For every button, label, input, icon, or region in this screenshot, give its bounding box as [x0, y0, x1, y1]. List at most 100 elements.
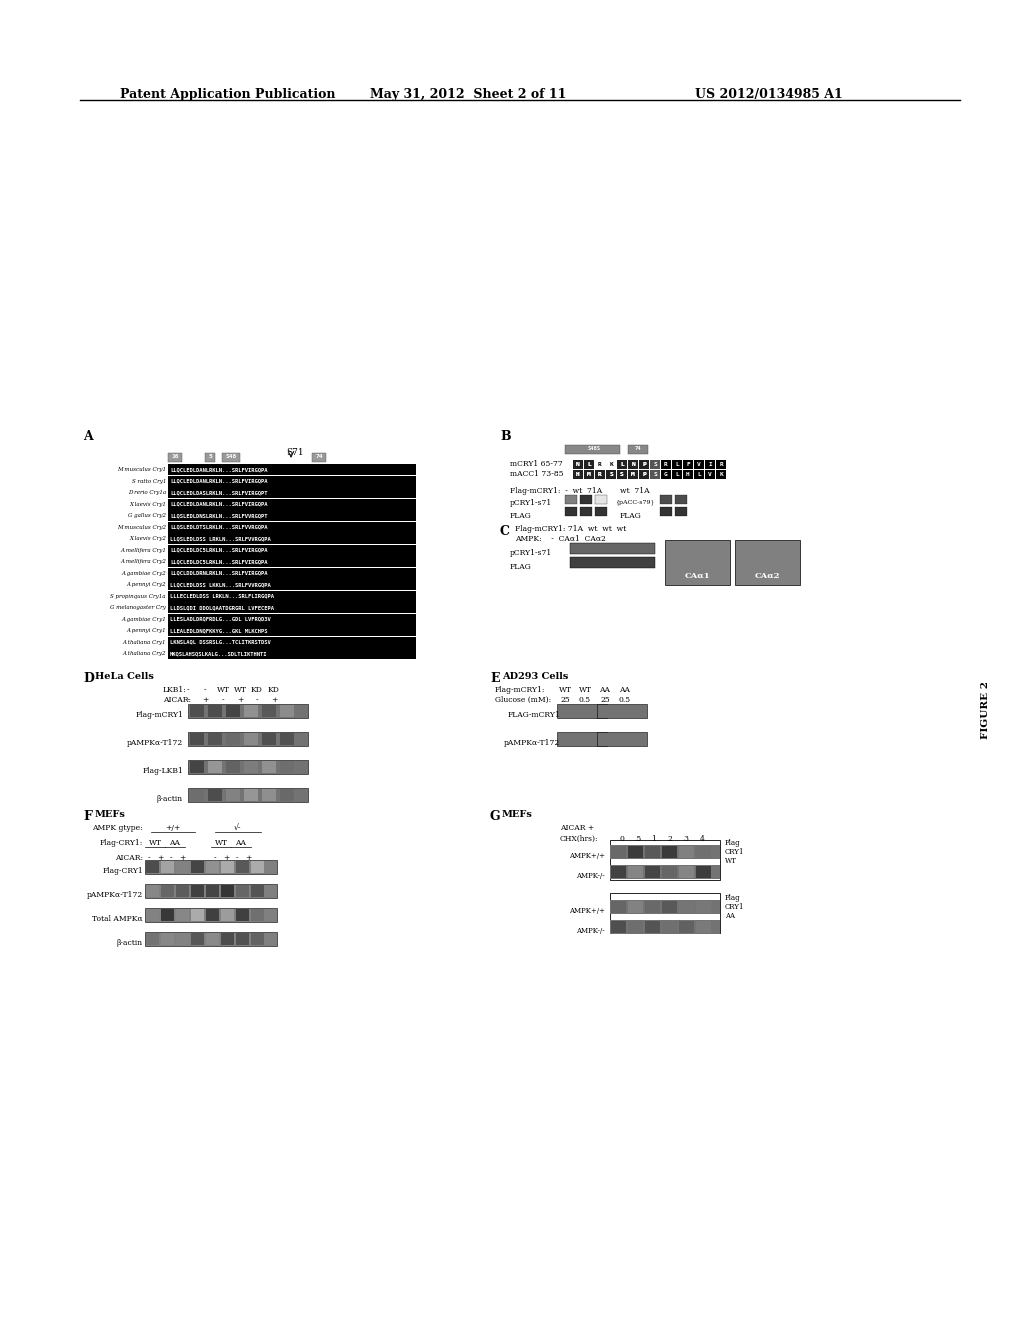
Bar [168, 453, 182, 462]
Bar [168, 590, 416, 602]
Text: A mellifera Cry1: A mellifera Cry1 [120, 548, 166, 553]
Text: 0.5: 0.5 [579, 696, 591, 704]
Bar [694, 470, 705, 479]
Bar [696, 846, 711, 858]
Bar [208, 789, 222, 801]
Text: S: S [609, 471, 613, 477]
Text: LLLECLEDLDSS LRKLN...SRLFLIRGQPA: LLLECLEDLDSS LRKLN...SRLFLIRGQPA [170, 594, 274, 599]
Text: M: M [631, 471, 635, 477]
Text: LLQSLEDLDNSLRKLN...SRLFVVRGQPT: LLQSLEDLDNSLRKLN...SRLFVVRGQPT [170, 513, 267, 519]
Bar [639, 459, 649, 469]
Text: L: L [697, 471, 700, 477]
Bar [236, 884, 249, 898]
Text: L: L [587, 462, 591, 466]
Text: V: V [709, 471, 712, 477]
Bar [672, 459, 682, 469]
Text: A gambiae Cry2: A gambiae Cry2 [121, 570, 166, 576]
Bar [145, 884, 278, 898]
Bar [570, 557, 655, 568]
Text: LLQCLEDLDSS LKKLN...SRLFVVRGQPA: LLQCLEDLDSS LKKLN...SRLFVVRGQPA [170, 582, 270, 587]
Bar [716, 459, 726, 469]
Bar [222, 453, 240, 462]
Text: G melanogaster Cry: G melanogaster Cry [111, 606, 166, 610]
Bar [145, 908, 278, 921]
Bar [628, 459, 638, 469]
Bar [565, 507, 577, 516]
Bar [584, 470, 594, 479]
Text: L: L [621, 462, 624, 466]
Text: A mellifera Cry2: A mellifera Cry2 [120, 560, 166, 564]
Text: R: R [598, 471, 602, 477]
Text: LLQCLEDLDC5LRKLN...SRLFVIRGQPA: LLQCLEDLDC5LRKLN...SRLFVIRGQPA [170, 560, 267, 564]
Text: .5: .5 [635, 836, 642, 843]
Bar [611, 902, 626, 913]
Text: -: - [204, 686, 206, 694]
Text: C: C [500, 525, 510, 539]
Bar [662, 459, 671, 469]
Text: LLEALEDLDNQFKKYG...GKL MLKCHPS: LLEALEDLDNQFKKYG...GKL MLKCHPS [170, 628, 267, 634]
Text: 25: 25 [560, 696, 570, 704]
Text: p: p [642, 462, 646, 466]
Text: +: + [270, 696, 278, 704]
Bar [628, 866, 643, 878]
Text: AMPK gtype:: AMPK gtype: [92, 824, 143, 832]
Bar [168, 624, 416, 636]
Text: +: + [202, 696, 208, 704]
Text: M musculus Cry2: M musculus Cry2 [117, 525, 166, 529]
Bar [679, 866, 694, 878]
Bar [584, 459, 594, 469]
Bar [584, 470, 594, 479]
Bar [145, 861, 278, 874]
Text: R: R [598, 462, 602, 466]
Text: X laevis Cry2: X laevis Cry2 [129, 536, 166, 541]
Bar [606, 470, 616, 479]
Text: 4: 4 [699, 836, 705, 843]
Bar [188, 733, 308, 746]
Text: S48: S48 [225, 454, 237, 458]
Bar [662, 921, 677, 933]
Text: F: F [83, 810, 92, 822]
Bar [176, 933, 189, 945]
Bar [617, 470, 627, 479]
Text: LLQSLEDLDSS LRKLN...SRLFVVRGQPA: LLQSLEDLDSS LRKLN...SRLFVVRGQPA [170, 536, 270, 541]
Text: 16: 16 [171, 454, 179, 458]
Bar [595, 470, 605, 479]
Bar [597, 704, 647, 718]
Text: FIGURE 2: FIGURE 2 [981, 681, 989, 739]
Text: HeLa Cells: HeLa Cells [95, 672, 154, 681]
Bar [565, 495, 577, 504]
Bar [683, 459, 693, 469]
Bar [244, 762, 258, 774]
Bar [694, 459, 705, 469]
Text: LLQSLEDLDTSLRKLN...SRLFVVRGQPA: LLQSLEDLDTSLRKLN...SRLFVVRGQPA [170, 525, 267, 529]
Text: Flag-CRY1: Flag-CRY1 [102, 867, 143, 875]
Text: R: R [598, 462, 602, 466]
Bar [188, 760, 308, 774]
Text: S: S [653, 471, 656, 477]
Text: pAMPKα-T172: pAMPKα-T172 [504, 739, 560, 747]
Bar [146, 861, 159, 873]
Bar [595, 507, 607, 516]
Text: AA: AA [236, 840, 247, 847]
Bar [262, 789, 276, 801]
Bar [628, 459, 638, 469]
Bar [168, 487, 416, 498]
Text: -: - [256, 696, 258, 704]
Bar [161, 861, 174, 873]
Text: G gallus Cry2: G gallus Cry2 [128, 513, 166, 519]
Bar [660, 495, 672, 504]
Text: MKQSLAHSQSLKALG...SDLTLIKTHNTI: MKQSLAHSQSLKALG...SDLTLIKTHNTI [170, 651, 267, 656]
Text: wt  71A: wt 71A [620, 487, 649, 495]
Bar [573, 470, 583, 479]
Bar [191, 933, 204, 945]
Text: A: A [83, 430, 93, 444]
Text: +: + [179, 854, 185, 862]
Bar [628, 921, 643, 933]
Bar [606, 459, 616, 469]
Bar [312, 453, 326, 462]
Text: LLQCLEDLDANLRKLN...SRLFVIRGQPA: LLQCLEDLDANLRKLN...SRLFVIRGQPA [170, 479, 267, 483]
Bar [584, 459, 594, 469]
Text: LKNSLAQL DSSRSLG...TCLITKRSTDSV: LKNSLAQL DSSRSLG...TCLITKRSTDSV [170, 640, 270, 644]
Bar [611, 921, 626, 933]
Text: V: V [697, 462, 700, 466]
